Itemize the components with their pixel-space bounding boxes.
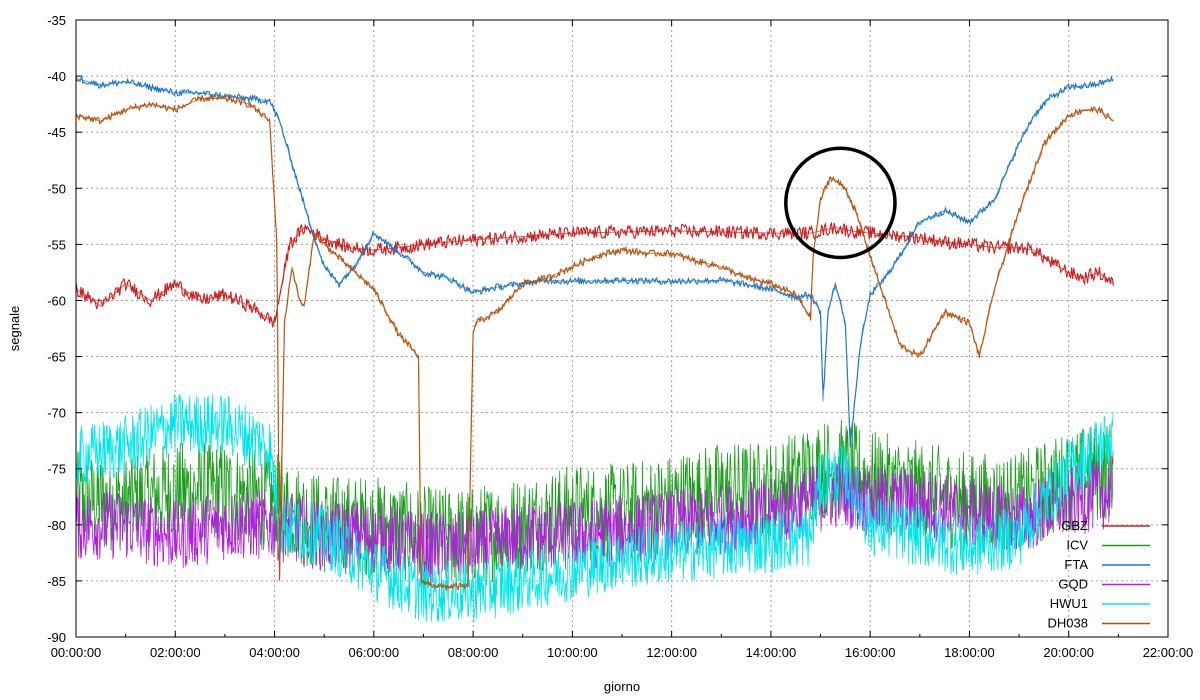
series-gbz-line [75,222,1114,328]
y-tick-label: -70 [47,406,66,421]
legend-label-dh038: DH038 [1048,616,1088,631]
series-fta-line [75,74,1114,448]
annotation-layer [784,146,897,260]
annotation-circle [784,146,897,260]
x-tick-label: 22:00:00 [1143,645,1194,660]
legend-label-hwu1: HWU1 [1050,596,1088,611]
legend-label-fta: FTA [1064,557,1088,572]
series-hwu1-line [75,393,1114,623]
y-axis-label: segnale [7,306,22,352]
x-tick-label: 16:00:00 [845,645,896,660]
series-layer [75,74,1114,623]
y-tick-label: -80 [47,518,66,533]
x-tick-label: 04:00:00 [249,645,300,660]
x-tick-label: 10:00:00 [547,645,598,660]
y-tick-label: -90 [47,630,66,645]
x-tick-label: 06:00:00 [349,645,400,660]
x-axis-label: giorno [604,679,640,694]
legend-label-gqd: GQD [1058,577,1088,592]
x-tick-label: 12:00:00 [646,645,697,660]
y-tick-label: -45 [47,125,66,140]
y-tick-label: -85 [47,574,66,589]
x-tick-label: 20:00:00 [1043,645,1094,660]
y-tick-label: -40 [47,69,66,84]
y-tick-label: -35 [47,13,66,28]
x-tick-label: 14:00:00 [746,645,797,660]
y-tick-label: -60 [47,293,66,308]
y-tick-label: -55 [47,237,66,252]
legend-label-gbz: GBZ [1061,518,1088,533]
legend: GBZ ICV FTA GQD HWU1 DH038 [1048,518,1150,631]
series-fta-knots [75,77,1114,447]
y-tick-label: -75 [47,462,66,477]
y-tick-label: -50 [47,181,66,196]
series-dh038-knots [75,98,1114,587]
x-tick-label: 08:00:00 [448,645,499,660]
x-tick-label: 18:00:00 [944,645,995,660]
legend-label-icv: ICV [1066,538,1088,553]
axis-ticks: 00:00:00 02:00:00 04:00:00 06:00:00 08:00:00… [47,13,1193,660]
x-tick-label: 00:00:00 [51,645,102,660]
x-tick-label: 02:00:00 [150,645,201,660]
series-gbz-knots [75,226,1114,324]
y-tick-label: -65 [47,350,66,365]
